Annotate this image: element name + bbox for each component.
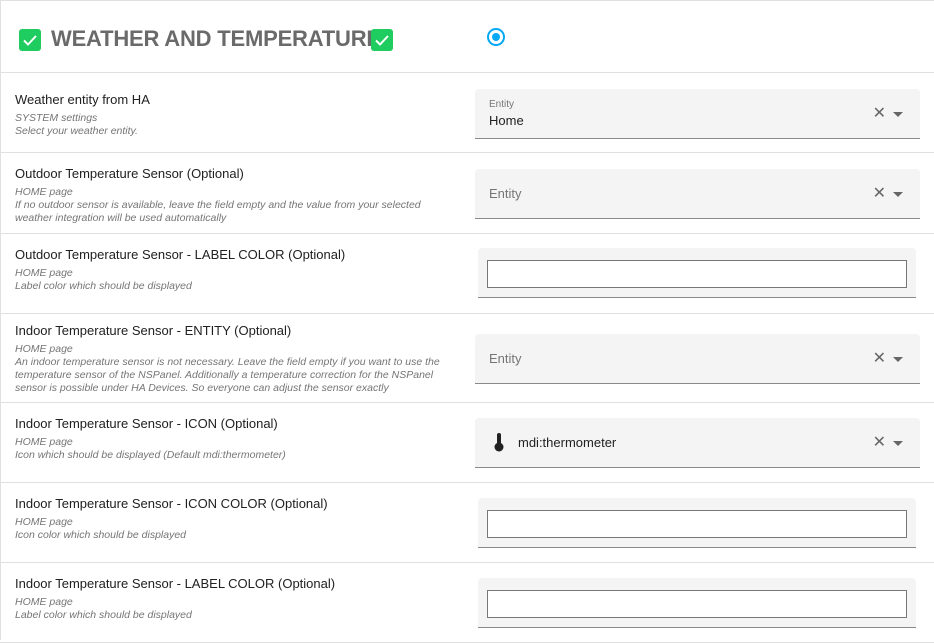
check-icon — [19, 29, 41, 51]
color-input[interactable] — [487, 260, 907, 288]
description-line: sensor is possible under HA Devices. So … — [15, 382, 389, 394]
setting-label: Indoor Temperature Sensor - ICON COLOR (… — [15, 496, 328, 511]
field-label: Entity — [489, 99, 515, 110]
clear-icon[interactable]: ✕ — [872, 185, 886, 202]
setting-label: Weather entity from HA — [15, 92, 150, 107]
color-field — [478, 578, 916, 628]
section-header: WEATHER AND TEMPERATURE — [0, 0, 934, 73]
setting-page: HOME page — [15, 343, 73, 355]
icon-picker[interactable]: mdi:thermometer ✕ — [475, 418, 920, 468]
dropdown-arrow-icon[interactable] — [893, 441, 903, 446]
setting-label: Outdoor Temperature Sensor - LABEL COLOR… — [15, 247, 346, 262]
entity-picker[interactable]: Entity ✕ — [475, 334, 920, 384]
setting-description: HOME page Icon which should be displayed … — [15, 436, 465, 462]
dropdown-arrow-icon[interactable] — [893, 112, 903, 117]
color-field — [478, 248, 916, 298]
description-line: temperature sensor of the NSPanel. Addit… — [15, 369, 434, 381]
field-value: mdi:thermometer — [518, 435, 617, 450]
setting-row: Indoor Temperature Sensor - LABEL COLOR … — [0, 563, 934, 643]
setting-row: Outdoor Temperature Sensor (Optional) HOM… — [0, 153, 934, 234]
setting-description: HOME page Label color which should be dis… — [15, 596, 465, 622]
setting-label: Outdoor Temperature Sensor (Optional) — [15, 166, 244, 181]
color-field — [478, 498, 916, 548]
dropdown-arrow-icon[interactable] — [893, 357, 903, 362]
check-icon — [371, 29, 393, 51]
setting-page: SYSTEM settings — [15, 112, 98, 124]
description-line: weather integration will be used automat… — [15, 212, 227, 224]
entity-picker[interactable]: Entity Home ✕ — [475, 89, 920, 139]
setting-label: Indoor Temperature Sensor - LABEL COLOR … — [15, 576, 336, 591]
clear-icon[interactable]: ✕ — [872, 434, 886, 451]
field-placeholder: Entity — [489, 351, 522, 366]
setting-row: Outdoor Temperature Sensor - LABEL COLOR… — [0, 234, 934, 314]
description-line: Label color which should be displayed — [15, 280, 192, 292]
dropdown-arrow-icon[interactable] — [893, 192, 903, 197]
setting-description: HOME page An indoor temperature sensor is… — [15, 343, 465, 395]
section-radio[interactable] — [487, 28, 505, 46]
setting-page: HOME page — [15, 596, 73, 608]
setting-row: Indoor Temperature Sensor - ENTITY (Opti… — [0, 314, 934, 403]
setting-page: HOME page — [15, 436, 73, 448]
thermometer-icon — [494, 433, 504, 452]
color-input[interactable] — [487, 590, 907, 618]
description-line: Select your weather entity. — [15, 125, 138, 137]
description-line: Icon color which should be displayed — [15, 529, 187, 541]
setting-description: HOME page If no outdoor sensor is availab… — [15, 186, 465, 225]
field-value: Home — [489, 113, 524, 128]
description-line: Icon which should be displayed (Default … — [15, 449, 286, 461]
section-title: WEATHER AND TEMPERATURE — [51, 26, 381, 51]
clear-icon[interactable]: ✕ — [872, 105, 886, 122]
setting-row: Indoor Temperature Sensor - ICON COLOR (… — [0, 483, 934, 563]
clear-icon[interactable]: ✕ — [872, 350, 886, 367]
setting-page: HOME page — [15, 267, 73, 279]
setting-page: HOME page — [15, 516, 73, 528]
field-placeholder: Entity — [489, 186, 522, 201]
setting-row: Indoor Temperature Sensor - ICON (Option… — [0, 403, 934, 483]
description-line: If no outdoor sensor is available, leave… — [15, 199, 421, 211]
entity-picker[interactable]: Entity ✕ — [475, 169, 920, 219]
setting-description: HOME page Label color which should be dis… — [15, 267, 465, 293]
setting-row: Weather entity from HA SYSTEM settings Sel… — [0, 73, 934, 153]
setting-label: Indoor Temperature Sensor - ENTITY (Opti… — [15, 323, 292, 338]
setting-label: Indoor Temperature Sensor - ICON (Option… — [15, 416, 278, 431]
description-line: An indoor temperature sensor is not nece… — [15, 356, 440, 368]
setting-description: SYSTEM settings Select your weather entit… — [15, 112, 465, 138]
description-line: Label color which should be displayed — [15, 609, 192, 621]
setting-description: HOME page Icon color which should be disp… — [15, 516, 465, 542]
color-input[interactable] — [487, 510, 907, 538]
setting-page: HOME page — [15, 186, 73, 198]
